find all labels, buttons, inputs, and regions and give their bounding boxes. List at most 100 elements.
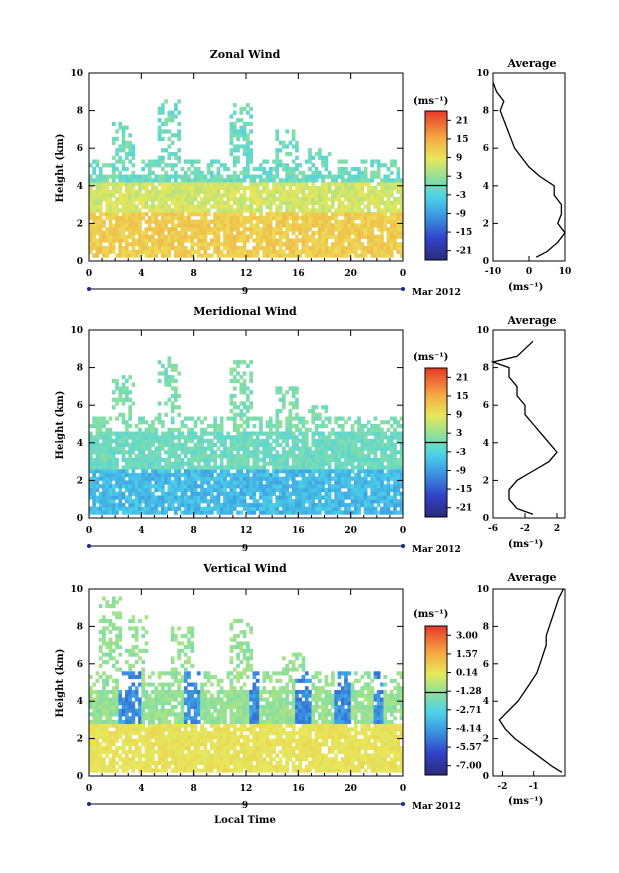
heatmap-cell xyxy=(367,204,371,209)
heatmap-cell xyxy=(295,249,299,254)
heatmap-cell xyxy=(389,416,394,421)
heatmap-cell xyxy=(252,200,257,205)
heatmap-cell xyxy=(275,230,280,236)
heatmap-cell xyxy=(291,204,296,209)
heatmap-cell xyxy=(291,401,296,406)
heatmap-cell xyxy=(102,618,106,623)
heatmap-cell xyxy=(311,253,316,258)
heatmap-cell xyxy=(255,480,260,485)
heatmap-cell xyxy=(301,174,306,179)
heatmap-cell xyxy=(314,212,319,217)
heatmap-cell xyxy=(193,469,198,474)
heatmap-cell xyxy=(164,499,168,504)
heatmap-cell xyxy=(265,446,270,451)
heatmap-cell xyxy=(108,731,113,736)
heatmap-cell xyxy=(262,487,267,493)
heatmap-cell xyxy=(170,378,175,384)
heatmap-cell xyxy=(252,457,257,462)
heatmap-cell xyxy=(321,503,325,508)
heatmap-cell xyxy=(389,170,394,175)
heatmap-cell xyxy=(108,454,113,459)
heatmap-cell xyxy=(370,506,374,511)
heatmap-cell xyxy=(157,219,162,224)
heatmap-cell xyxy=(295,390,299,395)
colorbar-tick-label: -15 xyxy=(456,485,472,495)
heatmap-cell xyxy=(98,457,103,462)
heatmap-cell xyxy=(327,152,332,157)
heatmap-cell xyxy=(157,480,162,485)
heatmap-cell xyxy=(350,227,355,232)
heatmap-cell xyxy=(232,487,237,493)
heatmap-cell xyxy=(92,204,96,209)
heatmap-cell xyxy=(177,193,181,198)
heatmap-cell xyxy=(314,208,319,213)
heatmap-cell xyxy=(125,450,129,455)
heatmap-cell xyxy=(115,693,119,698)
heatmap-cell xyxy=(102,238,106,243)
heatmap-cell xyxy=(357,215,361,221)
heatmap-cell xyxy=(334,480,338,485)
heatmap-cell xyxy=(252,480,257,485)
heatmap-cell xyxy=(147,178,152,183)
heatmap-cell xyxy=(144,431,149,436)
heatmap-cell xyxy=(196,159,201,164)
heatmap-cell xyxy=(174,106,178,111)
heatmap-cell xyxy=(265,238,270,243)
heatmap-cell xyxy=(151,208,155,213)
heatmap-cell xyxy=(239,212,244,217)
heatmap-cell xyxy=(373,457,378,462)
heatmap-cell xyxy=(285,499,289,504)
heatmap-cell xyxy=(157,378,162,384)
heatmap-cell xyxy=(232,197,237,202)
heatmap-cell xyxy=(357,204,361,209)
heatmap-cell xyxy=(393,446,397,451)
heatmap-cell xyxy=(229,125,234,130)
heatmap-cell xyxy=(89,761,93,766)
heatmap-cell xyxy=(278,469,283,474)
heatmap-cell xyxy=(282,197,286,202)
heatmap-cell xyxy=(278,246,283,251)
heatmap-cell xyxy=(154,253,159,258)
heatmap-cell xyxy=(98,200,103,205)
heatmap-cell xyxy=(232,503,237,508)
heatmap-cell xyxy=(255,506,260,511)
heatmap-cell xyxy=(321,193,325,198)
heatmap-cell xyxy=(393,476,397,481)
heatmap-cell xyxy=(242,378,247,384)
heatmap-cell xyxy=(327,446,332,451)
heatmap-cell xyxy=(282,397,286,402)
heatmap-cell xyxy=(157,223,162,228)
heatmap-cell xyxy=(118,185,123,190)
heatmap-cell xyxy=(259,178,263,183)
heatmap-cell xyxy=(370,185,374,190)
heatmap-cell xyxy=(167,356,172,361)
heatmap-cell xyxy=(105,189,110,194)
heatmap-cell xyxy=(275,386,280,391)
heatmap-cell xyxy=(340,159,345,164)
heatmap-cell xyxy=(232,234,237,239)
average-x-tick-label: -2 xyxy=(520,524,530,534)
heatmap-cell xyxy=(105,719,110,724)
heatmap-cell xyxy=(157,200,162,205)
heatmap-cell xyxy=(370,249,374,254)
heatmap-cell xyxy=(399,208,404,213)
heatmap-cell xyxy=(291,416,296,421)
heatmap-cell xyxy=(350,182,355,187)
heatmap-cell xyxy=(108,764,113,769)
heatmap-cell xyxy=(380,506,384,511)
heatmap-cell xyxy=(98,193,103,198)
heatmap-cell xyxy=(360,185,365,190)
heatmap-cell xyxy=(161,185,165,190)
heatmap-cell xyxy=(115,174,119,179)
heatmap-cell xyxy=(232,506,237,511)
heatmap-cell xyxy=(232,454,237,459)
heatmap-cell xyxy=(236,200,240,205)
heatmap-cell xyxy=(98,246,103,251)
heatmap-cell xyxy=(236,223,240,228)
heatmap-cell xyxy=(239,442,244,447)
heatmap-cell xyxy=(314,152,319,157)
heatmap-cell xyxy=(242,442,247,447)
heatmap-cell xyxy=(111,431,116,436)
heatmap-cell xyxy=(350,174,355,179)
heatmap-cell xyxy=(337,246,342,251)
